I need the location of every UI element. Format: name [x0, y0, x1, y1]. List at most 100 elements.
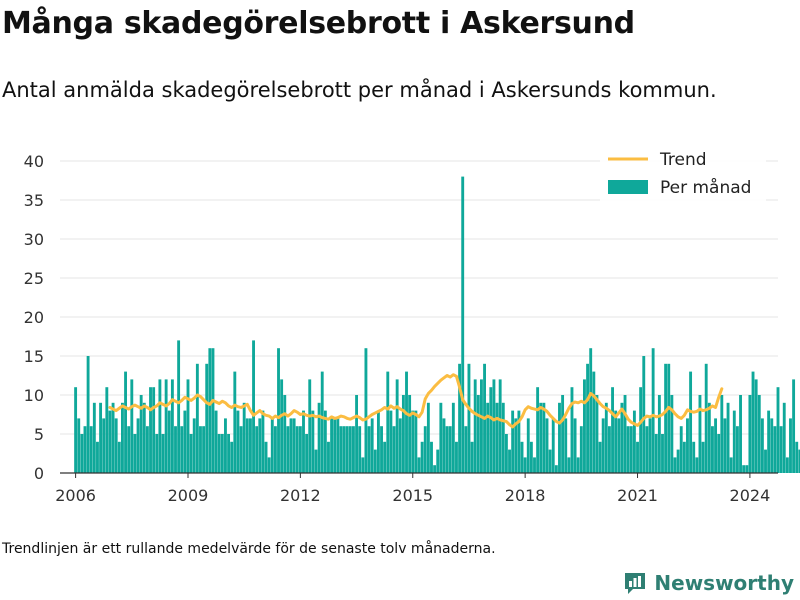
bar [611, 387, 614, 473]
legend-bar-swatch [608, 180, 648, 194]
bar [386, 371, 390, 473]
bar [617, 418, 621, 473]
bar [495, 402, 499, 473]
x-tick-label: 2018 [505, 486, 546, 505]
bar [526, 418, 530, 473]
bar [133, 434, 137, 473]
bar [245, 418, 249, 473]
bar [252, 340, 255, 473]
bar [142, 402, 146, 473]
bar [320, 371, 324, 473]
bar [455, 441, 458, 473]
bar [654, 434, 658, 473]
bar [361, 457, 365, 473]
chart-subtitle: Antal anmälda skadegörelsebrott per måna… [2, 78, 717, 102]
bar [754, 379, 758, 473]
bar [305, 434, 309, 473]
bar [155, 434, 159, 473]
bar [554, 465, 558, 473]
bar [417, 457, 421, 473]
bar [230, 441, 234, 473]
bar [735, 426, 739, 473]
y-tick-label: 15 [24, 347, 44, 366]
bar [614, 410, 618, 473]
bar [202, 426, 206, 473]
bar [776, 387, 780, 473]
bar [504, 434, 508, 473]
bar [370, 418, 374, 473]
bar [177, 340, 181, 473]
bar [773, 426, 777, 473]
bar [92, 402, 96, 473]
bar [629, 426, 633, 473]
bar [592, 371, 596, 473]
bar [389, 410, 393, 473]
legend-trend-label: Trend [659, 150, 707, 170]
bar [701, 441, 705, 473]
bar [283, 395, 287, 473]
trend-line [108, 373, 724, 429]
newsworthy-brand[interactable]: Newsworthy [622, 570, 794, 596]
bar [607, 426, 611, 473]
bar [205, 363, 209, 473]
bar [539, 402, 543, 473]
bar [573, 418, 577, 473]
bar [214, 410, 218, 473]
bar [795, 441, 799, 473]
bar [367, 426, 371, 473]
bar [458, 363, 462, 473]
bar [286, 426, 290, 473]
chart-title: Många skadegörelsebrott i Askersund [2, 6, 635, 41]
bar [689, 371, 693, 473]
bar [720, 395, 724, 473]
bar [323, 410, 327, 473]
bar-chart-logo-icon [625, 573, 646, 594]
bar [117, 441, 121, 473]
bar [748, 395, 752, 473]
bar [533, 457, 536, 473]
bar [83, 426, 87, 473]
bar [239, 426, 243, 473]
bar [164, 379, 168, 473]
bar [670, 395, 674, 473]
bar [679, 426, 683, 473]
bar [548, 449, 552, 473]
bar [342, 426, 346, 473]
bar [564, 418, 568, 473]
bar [414, 410, 418, 473]
bar [714, 418, 718, 473]
bar [695, 457, 699, 473]
bar [398, 418, 402, 473]
bar [651, 348, 655, 473]
bar [74, 387, 78, 473]
bar [436, 449, 440, 473]
bar [692, 441, 696, 473]
bar [174, 426, 177, 473]
bar [401, 395, 405, 473]
x-tick-label: 2006 [55, 486, 96, 505]
bar [520, 441, 524, 473]
bar [632, 410, 636, 473]
bar [745, 465, 749, 473]
bar [508, 449, 511, 473]
bar [298, 426, 302, 473]
bar [648, 418, 652, 473]
bar [698, 395, 702, 473]
bar [529, 441, 533, 473]
bar [479, 379, 483, 473]
bar [661, 434, 664, 473]
bar [130, 379, 134, 473]
bar [167, 410, 171, 473]
bar [760, 418, 764, 473]
bar [161, 434, 165, 473]
y-tick-label: 30 [24, 230, 44, 249]
bar [224, 418, 227, 473]
bar [114, 418, 118, 473]
bar [723, 418, 727, 473]
bar [586, 363, 590, 473]
bar [676, 449, 680, 473]
bar [426, 402, 430, 473]
bar [295, 426, 299, 473]
bar [742, 465, 746, 473]
bar [261, 410, 265, 473]
